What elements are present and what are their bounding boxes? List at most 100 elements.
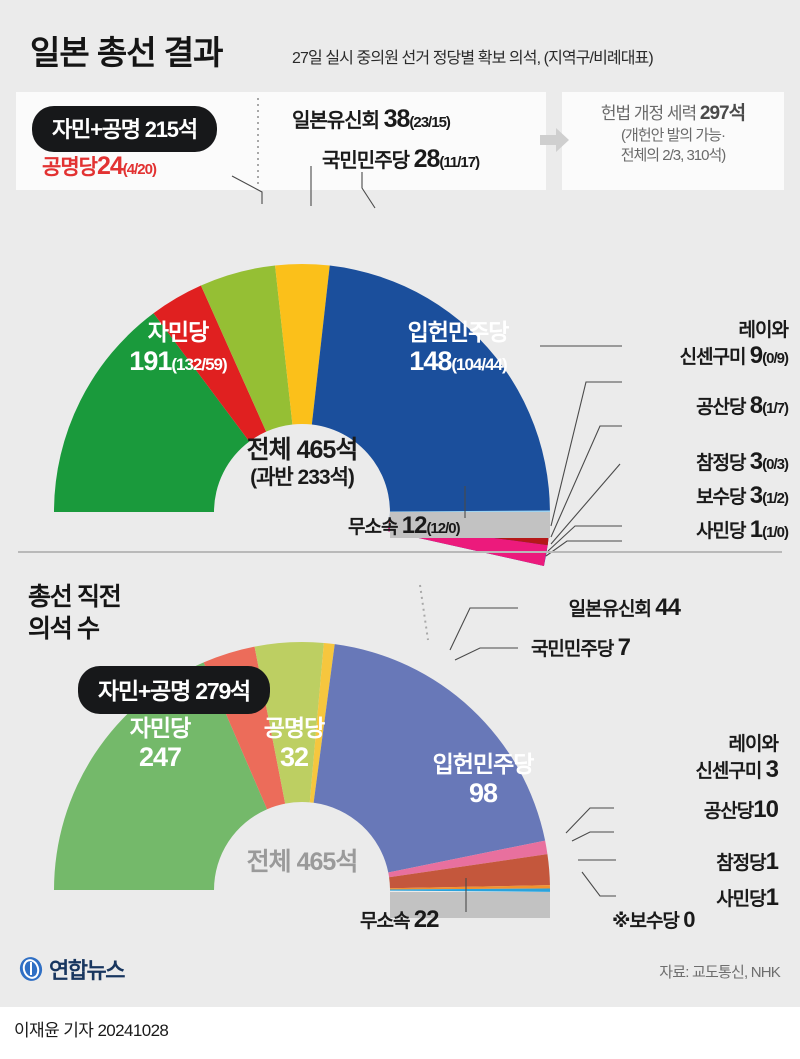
header: 일본 총선 결과 27일 실시 중의원 선거 정당별 확보 의석, (지역구/비… xyxy=(0,0,800,88)
bottom-dpp-value: 7 xyxy=(617,634,631,661)
bottom-sdp-value: 1 xyxy=(765,884,779,911)
callout-box-right xyxy=(562,92,784,190)
bottom-section-title-l2: 의석 수 xyxy=(28,614,100,643)
bottom-section-title: 총선 직전 의석 수 xyxy=(28,582,122,645)
bslice-ldp xyxy=(54,662,268,890)
bslice-independent xyxy=(390,892,550,918)
bottom-communist-name: 공산당 xyxy=(703,801,754,822)
bottom-reiwa-value: 3 xyxy=(765,756,779,784)
slice-dpp xyxy=(275,264,330,425)
constitution-callout: 헌법 개정 세력 297석 (개헌안 발의 가능· 전체의 2/3, 310석) xyxy=(566,102,780,165)
bslice-communist xyxy=(389,854,550,889)
constitution-line3: 전체의 2/3, 310석) xyxy=(620,146,727,164)
top-communist-label: 공산당 8(1/7) xyxy=(548,392,789,420)
bottom-conservative-name: ※보수당 xyxy=(612,911,680,932)
top-communist-name: 공산당 xyxy=(696,397,746,418)
slice-ishin xyxy=(200,265,293,432)
footer: 연합뉴스 자료: 교도통신, NHK xyxy=(0,935,800,1007)
bottom-sanseito-label: 참정당1 xyxy=(560,848,779,876)
bottom-dpp-label: 국민민주당 7 xyxy=(300,634,631,662)
bottom-conservative-note: ※보수당 0 xyxy=(612,906,695,933)
dpp-callout: 국민민주당 28(11/17) xyxy=(322,144,480,174)
komeito-value: 24 xyxy=(96,152,124,180)
constitution-line1: 헌법 개정 세력 297석 xyxy=(566,102,780,126)
bottom-chart: 총선 직전 의석 수 자민+공명 279석 자민당 247 공명당 xyxy=(0,560,800,945)
bottom-center-total: 전체 465석 xyxy=(246,848,359,876)
bottom-communist-label: 공산당10 xyxy=(560,796,779,824)
bottom-coalition-badge: 자민+공명 279석 xyxy=(78,666,270,714)
top-sanseito-label: 참정당 3(0/3) xyxy=(548,448,789,476)
slice-cdp xyxy=(311,265,550,566)
bottom-sdp-label: 사민당1 xyxy=(560,884,779,912)
top-conservative-value: 3 xyxy=(749,482,763,509)
callout-band: 자민+공명 215석 공명당24(4/20) 일본유신회 38(23/15) 국… xyxy=(0,88,800,209)
bottom-independent-value: 22 xyxy=(413,906,440,933)
top-sanseito-name: 참정당 xyxy=(696,453,746,474)
page-subtitle: 27일 실시 중의원 선거 정당별 확보 의석, (지역구/비례대표) xyxy=(292,50,654,67)
bottom-chart-donut xyxy=(54,641,551,918)
ishin-value: 38 xyxy=(383,105,411,133)
top-reiwa-name-l1: 레이와 xyxy=(738,320,789,341)
yonhap-logo-text: 연합뉴스 xyxy=(49,958,125,983)
bottom-center-label: 전체 465석 xyxy=(212,848,392,878)
constitution-label: 헌법 개정 세력 xyxy=(600,104,700,123)
page-title: 일본 총선 결과 xyxy=(30,34,223,71)
bottom-sanseito-value: 1 xyxy=(765,848,779,875)
top-reiwa-value: 9 xyxy=(749,342,763,370)
top-leader-lines xyxy=(464,345,622,557)
bslice-reiwa xyxy=(388,840,548,878)
komeito-callout: 공명당24(4/20) xyxy=(42,151,157,181)
bottom-dpp-name: 국민민주당 xyxy=(530,639,614,660)
top-reiwa-label: 레이와 신센구미 9(0/9) xyxy=(548,320,789,370)
top-conservative-name: 보수당 xyxy=(696,487,746,508)
top-reiwa-name-l2: 신센구미 xyxy=(679,347,747,369)
byline-strip xyxy=(0,1007,800,1059)
bslice-ishin xyxy=(254,641,324,804)
ishin-name: 일본유신회 xyxy=(292,110,380,132)
top-chart: 자민당 191(132/59) 입헌민주당 148(104/44) 전체 465… xyxy=(0,196,800,566)
bottom-sanseito-name: 참정당 xyxy=(716,853,766,874)
bottom-reiwa-label: 레이와 신센구미 3 xyxy=(560,734,779,784)
bslice-dpp xyxy=(309,642,335,803)
coalition-seats-badge: 자민+공명 215석 xyxy=(32,106,217,152)
ishin-detail: (23/15) xyxy=(409,114,451,131)
source-note: 자료: 교도통신, NHK xyxy=(659,964,781,981)
bottom-ishin-label: 일본유신회 44 xyxy=(300,594,681,622)
top-independent-value: 12 xyxy=(401,512,428,539)
bottom-independent-name: 무소속 xyxy=(360,911,410,932)
top-sdp-label: 사민당 1(1/0) xyxy=(548,516,789,544)
top-sdp-value: 1 xyxy=(749,516,763,543)
top-sanseito-value: 3 xyxy=(749,448,763,475)
top-reiwa-detail: (0/9) xyxy=(762,350,789,368)
byline: 이재윤 기자 20241028 xyxy=(14,1021,169,1040)
callout-connectors xyxy=(231,98,376,209)
bottom-independent-label: 무소속 22 xyxy=(360,906,440,934)
bottom-reiwa-name-l1: 레이와 xyxy=(728,734,779,755)
top-sanseito-detail: (0/3) xyxy=(762,456,789,473)
bottom-reiwa-name-l2: 신센구미 xyxy=(695,761,762,783)
dpp-name: 국민민주당 xyxy=(322,150,410,172)
dpp-value: 28 xyxy=(413,145,441,173)
slice-independent xyxy=(390,512,550,538)
top-independent-detail: (12/0) xyxy=(426,520,460,537)
top-conservative-label: 보수당 3(1/2) xyxy=(548,482,789,510)
top-independent-label: 무소속 12(12/0) xyxy=(348,512,461,540)
komeito-name: 공명당 xyxy=(42,156,98,179)
bottom-ishin-value: 44 xyxy=(655,594,681,621)
top-communist-detail: (1/7) xyxy=(762,400,789,417)
top-center-label: 전체 465석 (과반 233석) xyxy=(202,436,402,490)
bslice-cdp xyxy=(313,644,546,873)
divider-top xyxy=(18,551,782,553)
bottom-conservative-value: 0 xyxy=(683,907,695,932)
bottom-sdp-name: 사민당 xyxy=(716,889,766,910)
bottom-leader-lines xyxy=(419,584,616,912)
slice-komeito xyxy=(153,285,267,442)
slice-ldp xyxy=(53,313,250,512)
top-communist-value: 8 xyxy=(749,392,763,419)
top-sdp-detail: (1/0) xyxy=(762,524,789,541)
bslice-sanseito xyxy=(389,885,550,890)
top-chart-donut xyxy=(53,264,550,566)
top-independent-name: 무소속 xyxy=(348,517,398,538)
top-conservative-detail: (1/2) xyxy=(762,490,789,507)
